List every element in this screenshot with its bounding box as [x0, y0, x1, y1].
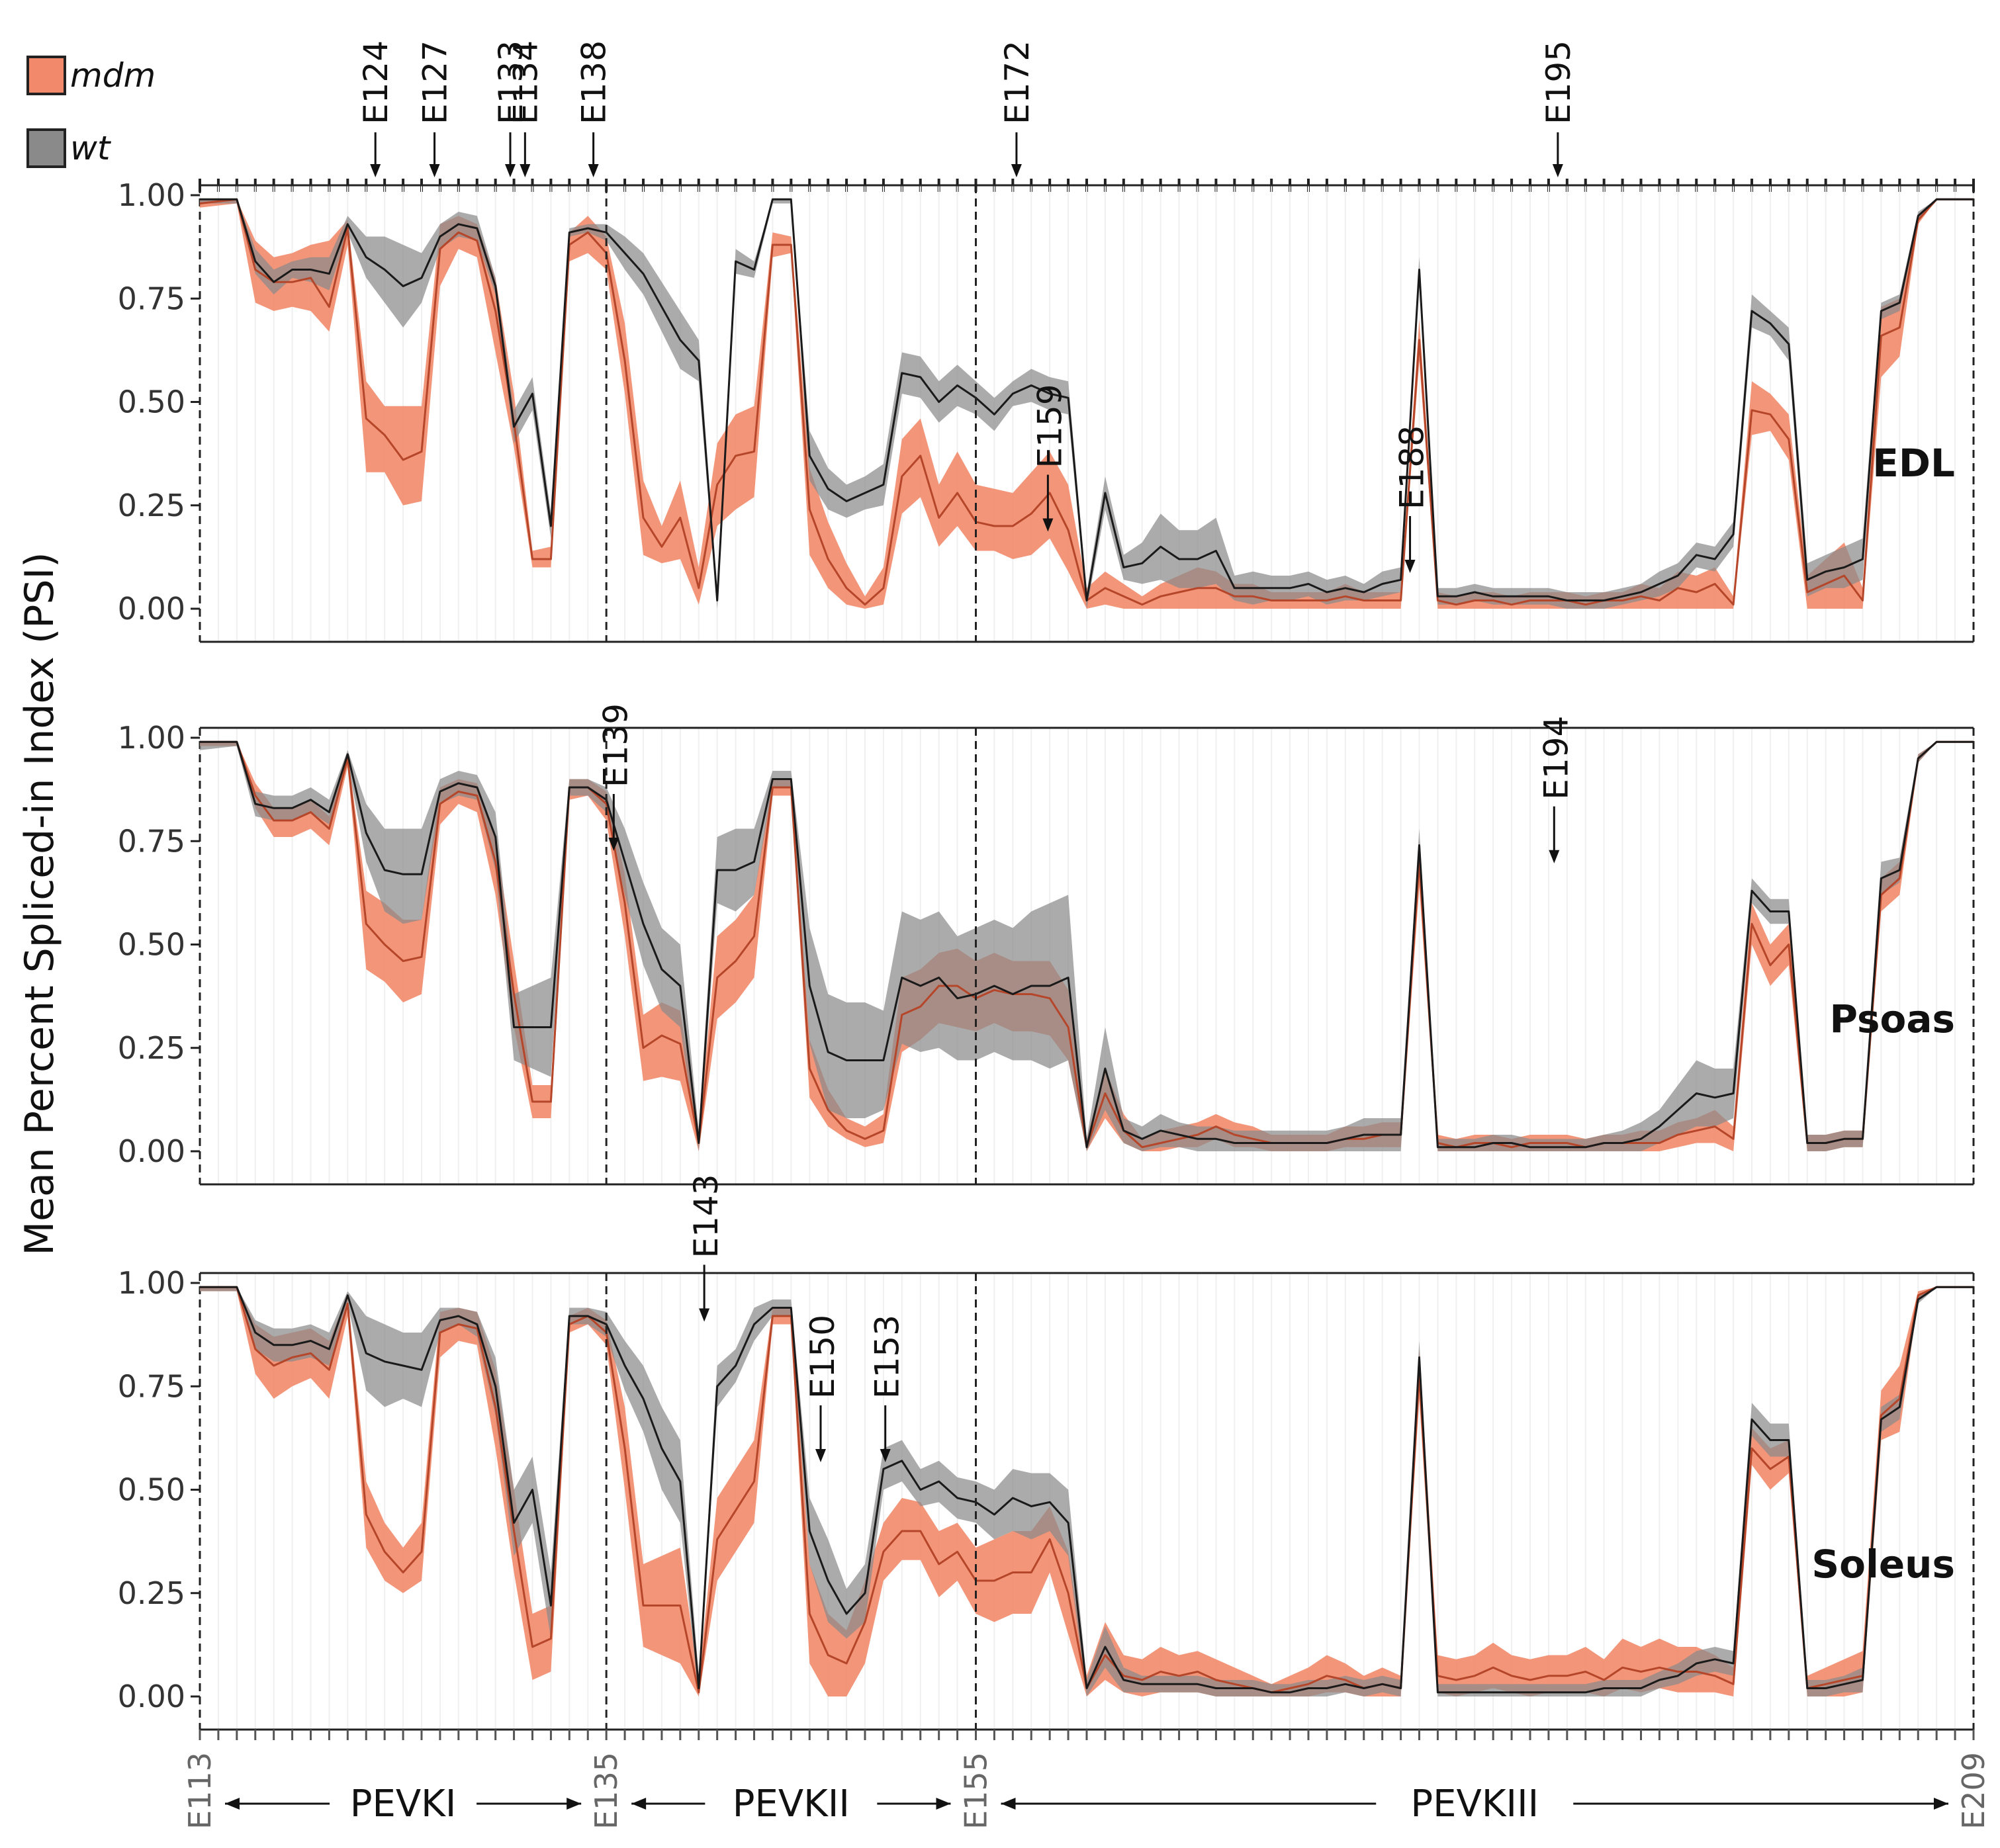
- mdm-line: [200, 740, 1974, 1149]
- top-marker: E124: [357, 40, 395, 177]
- top-marker-arrowhead: [370, 164, 381, 177]
- tissue-label: Psoas: [1829, 996, 1955, 1041]
- mdm-line: [200, 1286, 1974, 1694]
- exon-annotation-label: E150: [803, 1315, 842, 1399]
- exon-annotation-arrowhead: [1404, 560, 1416, 573]
- region-pevki: PEVKI: [225, 1782, 582, 1826]
- mdm-band: [200, 199, 1974, 609]
- region-arrowhead-right: [936, 1798, 951, 1810]
- region-label: PEVKI: [350, 1782, 457, 1826]
- exon-annotation-label: E194: [1537, 716, 1575, 800]
- y-tick-label: 0.50: [118, 384, 185, 420]
- mdm-band: [200, 742, 1974, 1151]
- top-marker-label: E172: [998, 40, 1036, 124]
- region-pevkii: PEVKII: [631, 1782, 951, 1826]
- top-marker: E133: [492, 40, 530, 177]
- top-marker-arrowhead: [1552, 164, 1563, 177]
- region-arrowhead-left: [225, 1798, 240, 1810]
- tissue-label: Soleus: [1811, 1542, 1955, 1587]
- y-tick-label: 0.00: [118, 591, 185, 627]
- exon-annotation-arrowhead: [1042, 518, 1054, 532]
- exon-annotation-arrowhead: [699, 1308, 710, 1322]
- wt-line: [200, 740, 1974, 1149]
- exon-annotation: E150: [803, 1315, 842, 1462]
- y-tick-label: 0.75: [118, 1368, 185, 1404]
- region-arrowhead-left: [631, 1798, 647, 1810]
- region-arrowhead-right: [567, 1798, 582, 1810]
- region-arrowhead-right: [1934, 1798, 1948, 1810]
- y-tick-label: 0.00: [118, 1679, 185, 1714]
- top-marker-label: E134: [506, 40, 545, 124]
- top-marker: E127: [416, 40, 455, 177]
- panel-psoas: 0.00 0.25 0.50 0.75 1.00 Psoas E139 E194: [118, 703, 1975, 1186]
- y-tick-label: 0.75: [118, 823, 185, 859]
- y-tick-label: 0.50: [118, 1472, 185, 1508]
- exon-annotation-label: E139: [596, 703, 635, 787]
- legend: mdm wt: [26, 56, 156, 168]
- top-marker-arrowhead: [588, 164, 599, 177]
- top-marker-label: E138: [575, 40, 614, 124]
- top-marker-label: E195: [1539, 40, 1578, 124]
- exon-annotation: E143: [687, 1174, 725, 1322]
- wt-band: [200, 199, 1974, 609]
- legend-label-wt: wt: [70, 129, 112, 167]
- region-label: PEVKIII: [1410, 1782, 1539, 1826]
- x-tick-label: E155: [958, 1752, 994, 1829]
- y-tick-label: 0.25: [118, 1575, 185, 1611]
- exon-annotation-arrowhead: [1549, 850, 1560, 863]
- top-marker: E195: [1539, 40, 1578, 177]
- top-marker-label: E124: [357, 40, 395, 124]
- wt-line: [200, 198, 1974, 601]
- y-tick-label: 0.25: [118, 488, 185, 523]
- exon-annotation-arrowhead: [608, 838, 619, 851]
- region-arrowhead-left: [1001, 1798, 1016, 1810]
- legend-label-mdm: mdm: [70, 56, 156, 95]
- exon-annotation-arrowhead: [880, 1449, 891, 1462]
- region-pevkiii: PEVKIII: [1001, 1782, 1948, 1826]
- top-marker-arrowhead: [429, 164, 440, 177]
- exon-annotation: E139: [596, 703, 635, 851]
- legend-swatch-mdm: [26, 56, 66, 95]
- exon-annotation-label: E153: [868, 1315, 907, 1399]
- y-tick-label: 1.00: [118, 720, 185, 756]
- top-marker-label: E133: [492, 40, 530, 124]
- y-tick-label: 1.00: [118, 1265, 185, 1301]
- wt-band: [200, 1287, 1974, 1696]
- top-marker-arrowhead: [1011, 164, 1022, 177]
- y-axis-label: Mean Percent Spliced-in Index (PSI): [17, 552, 63, 1255]
- panel-edl: 0.00 0.25 0.50 0.75 1.00 EDL E159 E188: [118, 177, 1975, 643]
- y-tick-label: 0.75: [118, 281, 185, 316]
- wt-line: [200, 1286, 1974, 1694]
- y-tick-label: 0.00: [118, 1133, 185, 1169]
- mdm-band: [200, 1287, 1974, 1696]
- y-tick-label: 0.25: [118, 1030, 185, 1066]
- exon-annotation: E188: [1393, 425, 1432, 573]
- exon-annotation-label: E188: [1393, 425, 1432, 509]
- x-tick-label: E135: [588, 1752, 624, 1829]
- top-marker-label: E127: [416, 40, 455, 124]
- exon-annotation: E153: [868, 1315, 907, 1462]
- top-marker: E134: [506, 40, 545, 177]
- bottom-axis: E113 E135 E155 E209 PEVKI PEVKII PEVKIII: [182, 1730, 1991, 1829]
- exon-annotation-arrowhead: [815, 1449, 826, 1462]
- exon-annotation: E159: [1030, 384, 1069, 532]
- region-label: PEVKII: [733, 1782, 850, 1826]
- top-marker-arrowhead: [505, 164, 516, 177]
- exon-annotation-label: E143: [687, 1174, 725, 1258]
- top-marker-arrowhead: [520, 164, 531, 177]
- x-tick-label: E113: [182, 1752, 218, 1829]
- tissue-label: EDL: [1872, 441, 1955, 486]
- exon-annotation-label: E159: [1030, 384, 1069, 468]
- x-tick-label: E209: [1956, 1752, 1991, 1829]
- top-marker: E172: [998, 40, 1036, 177]
- legend-swatch-wt: [26, 128, 66, 168]
- y-tick-label: 0.50: [118, 927, 185, 963]
- y-tick-label: 1.00: [118, 177, 185, 213]
- top-marker: E138: [575, 40, 614, 177]
- exon-annotation: E194: [1537, 716, 1575, 863]
- wt-band: [200, 742, 1974, 1151]
